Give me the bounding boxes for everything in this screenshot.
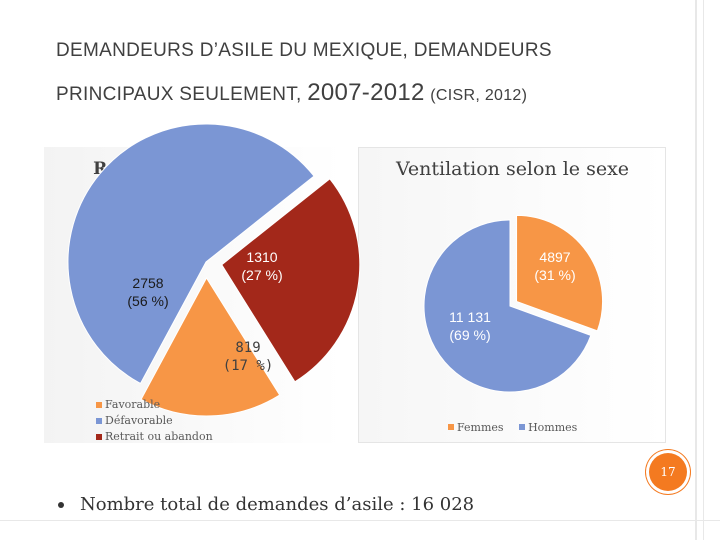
- chart-panel-right: [358, 147, 666, 443]
- pie-slice-d-favorable: [67, 123, 315, 385]
- legend-left: Favorable Défavorable Retrait ou abandon: [96, 397, 213, 445]
- pie-data-label: 4897 (31 %): [534, 249, 575, 283]
- legend-label: Favorable: [105, 398, 161, 411]
- legend-swatch-femmes: [448, 424, 454, 430]
- chart-title-right: Ventilation selon le sexe: [395, 158, 630, 180]
- pie-slice-favorable: [140, 276, 281, 417]
- pie-slice-retrait-ou-abandon: [221, 178, 361, 383]
- decorative-line: [0, 520, 720, 521]
- slide-title-line2: principaux seulement, 2007-2012 (CISR, 2…: [56, 72, 676, 117]
- pie-data-label: 2758 (56 %): [127, 275, 168, 309]
- legend-item-hommes: Hommes: [519, 421, 577, 434]
- legend-swatch-hommes: [519, 424, 526, 430]
- page-number-badge: 17: [649, 453, 687, 491]
- pie-slice-hommes: [423, 219, 592, 393]
- decorative-line: [703, 0, 704, 540]
- slide-title-part: principaux seulement,: [56, 84, 302, 105]
- legend-swatch-favorable: [96, 402, 102, 408]
- legend-right: Femmes Hommes: [448, 420, 589, 434]
- slide-title: Demandeurs d’asile du Mexique, demandeur…: [56, 30, 676, 117]
- legend-item-defavorable: Défavorable: [96, 413, 213, 429]
- slide-title-years: 2007-2012: [307, 79, 425, 106]
- bullet-icon: [58, 501, 64, 508]
- slide-title-citation: (CISR, 2012): [430, 87, 528, 104]
- legend-label: Défavorable: [105, 414, 173, 427]
- legend-swatch-defavorable: [96, 418, 102, 424]
- legend-item-retrait: Retrait ou abandon: [96, 429, 213, 445]
- bullet-point: Nombre total de demandes d’asile : 16 02…: [58, 494, 474, 515]
- legend-label: Retrait ou abandon: [105, 430, 213, 443]
- legend-label: Femmes: [457, 420, 504, 434]
- decorative-line: [695, 0, 697, 540]
- pie-data-label: 1310 (27 %): [241, 249, 282, 283]
- legend-label: Hommes: [528, 420, 578, 434]
- legend-item-favorable: Favorable: [96, 397, 213, 413]
- legend-swatch-retrait: [96, 434, 102, 440]
- legend-item-femmes: Femmes: [448, 421, 504, 434]
- pie-data-label: 819 (17 %): [223, 340, 274, 374]
- bullet-text: Nombre total de demandes d’asile : 16 02…: [80, 494, 475, 515]
- slide-title-line1: Demandeurs d’asile du Mexique, demandeur…: [56, 40, 552, 61]
- pie-slice-femmes: [516, 214, 604, 332]
- pie-data-label: 11 131 (69 %): [449, 309, 491, 343]
